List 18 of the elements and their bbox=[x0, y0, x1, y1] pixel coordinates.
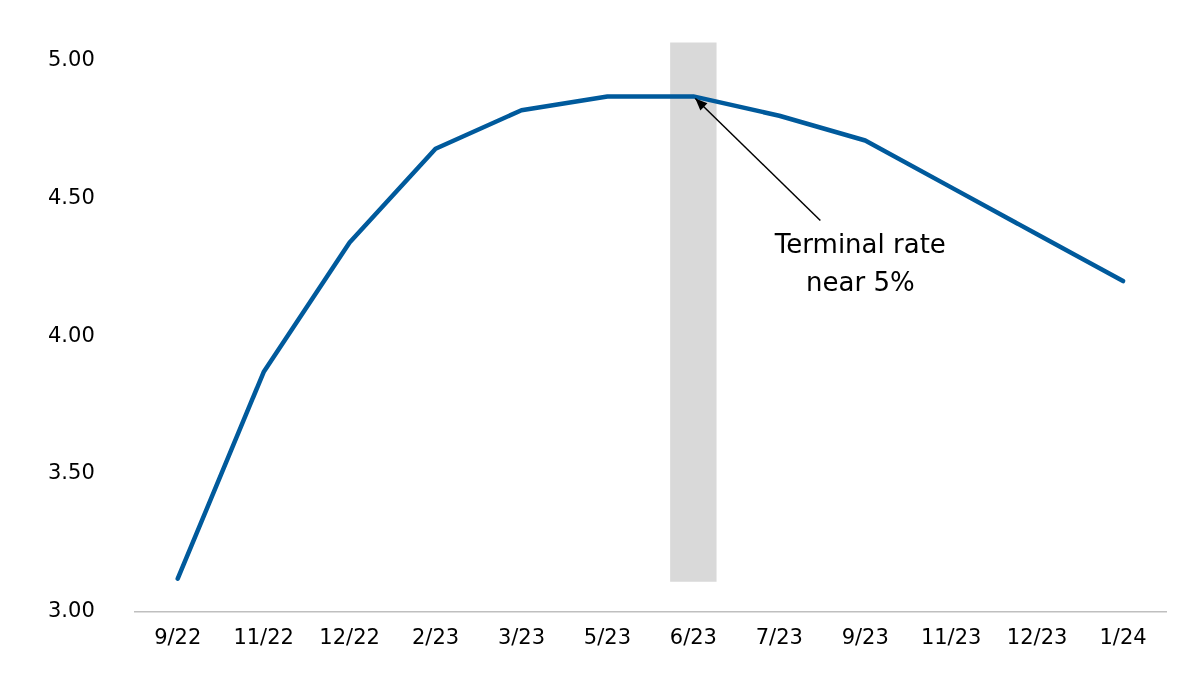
x-tick-label: 12/22 bbox=[319, 624, 380, 649]
y-tick-label: 5.00 bbox=[47, 47, 95, 72]
x-tick-label: 5/23 bbox=[583, 624, 631, 649]
y-tick-label: 3.00 bbox=[47, 598, 95, 623]
y-tick-label: 4.00 bbox=[47, 322, 95, 347]
y-tick-label: 4.50 bbox=[47, 184, 95, 209]
x-tick-label: 6/23 bbox=[669, 624, 717, 649]
x-tick-label: 1/24 bbox=[1099, 624, 1147, 649]
x-tick-label: 9/22 bbox=[154, 624, 202, 649]
annotation: Terminal rate near 5% bbox=[773, 229, 946, 298]
x-tick-label: 3/23 bbox=[497, 624, 546, 649]
x-tick-label: 7/23 bbox=[755, 624, 803, 649]
y-tick-label: 3.50 bbox=[47, 460, 95, 485]
x-tick-label: 12/23 bbox=[1006, 624, 1068, 649]
x-tick-label: 2/23 bbox=[411, 624, 460, 649]
x-tick-label: 9/23 bbox=[841, 624, 889, 649]
x-tick-label: 11/23 bbox=[920, 624, 982, 649]
x-tick-label: 11/22 bbox=[233, 624, 294, 649]
